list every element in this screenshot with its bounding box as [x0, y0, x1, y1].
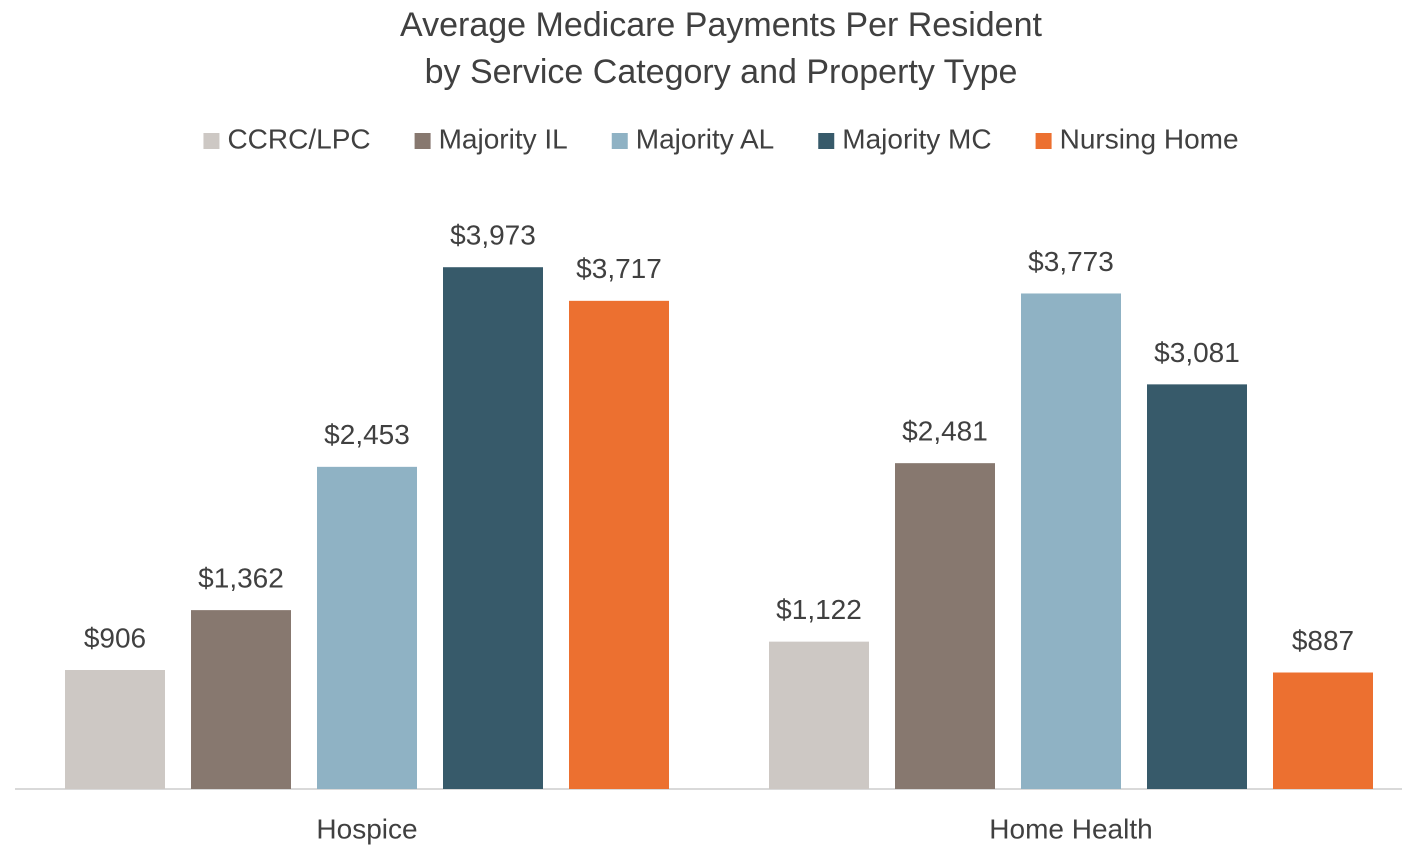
- legend-swatch: [818, 133, 835, 149]
- data-label: $906: [84, 622, 146, 653]
- chart-title: by Service Category and Property Type: [425, 53, 1018, 91]
- bar: [443, 267, 543, 790]
- legend-swatch: [414, 133, 431, 149]
- data-label: $3,717: [576, 253, 662, 284]
- data-label: $1,362: [198, 563, 284, 594]
- bar: [769, 641, 869, 789]
- bar: [191, 610, 291, 789]
- bar: [317, 466, 417, 789]
- legend-label: CCRC/LPC: [227, 123, 370, 154]
- bar: [1021, 293, 1121, 789]
- data-label: $3,973: [450, 220, 536, 251]
- x-tick-label: Hospice: [316, 813, 417, 844]
- data-label: $887: [1292, 625, 1354, 656]
- legend-label: Majority IL: [439, 123, 568, 154]
- legend-swatch: [611, 133, 628, 149]
- data-label: $3,773: [1028, 246, 1114, 277]
- legend-label: Majority MC: [842, 123, 991, 154]
- bar: [65, 670, 165, 789]
- data-label: $2,453: [324, 419, 410, 450]
- legend-swatch: [203, 133, 220, 149]
- data-label: $1,122: [776, 594, 862, 625]
- bar: [895, 463, 995, 789]
- legend-swatch: [1035, 133, 1052, 149]
- bar: [569, 300, 669, 789]
- data-label: $2,481: [902, 416, 988, 447]
- bar: [1273, 672, 1373, 789]
- legend-label: Nursing Home: [1060, 123, 1239, 154]
- legend-label: Majority AL: [636, 123, 775, 154]
- data-label: $3,081: [1154, 337, 1240, 368]
- chart-title: Average Medicare Payments Per Resident: [400, 6, 1042, 44]
- bar: [1147, 384, 1247, 789]
- x-tick-label: Home Health: [989, 813, 1152, 844]
